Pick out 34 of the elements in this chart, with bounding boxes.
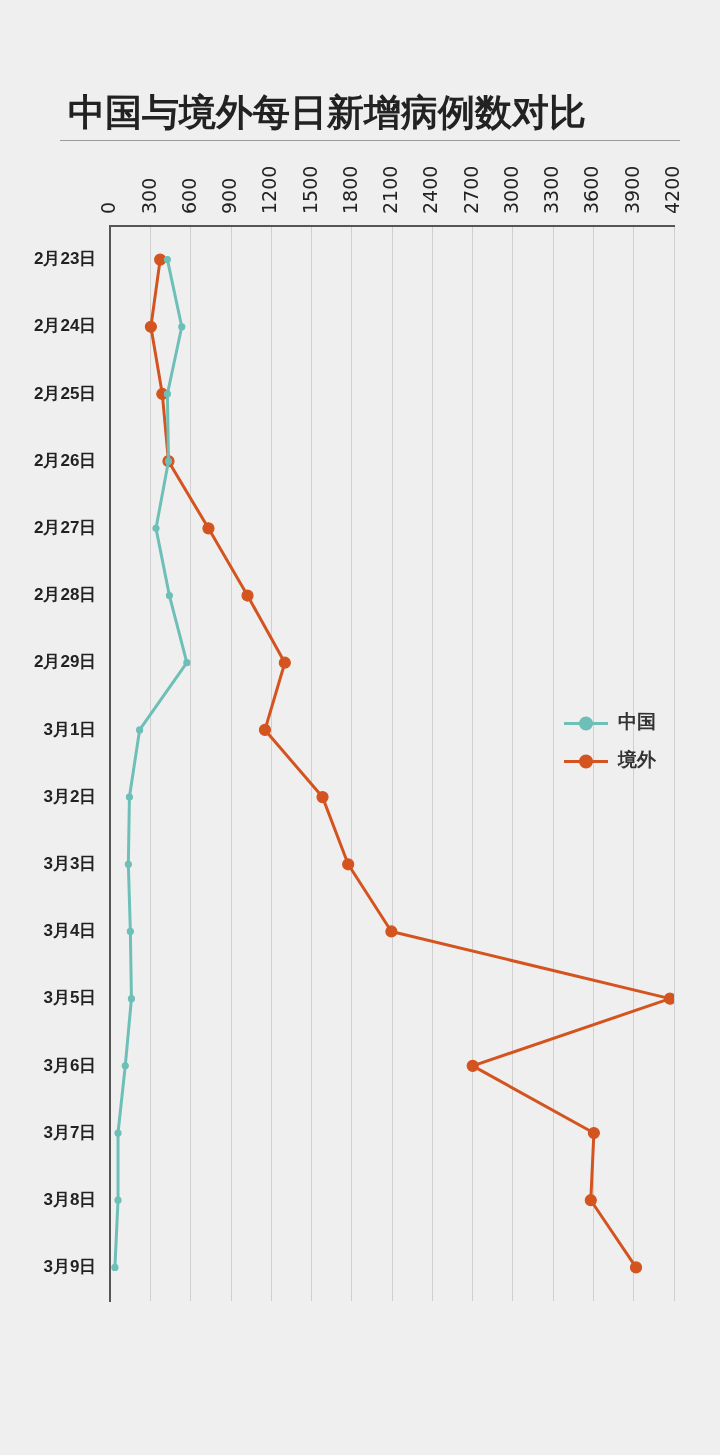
x-tick-label: 300 [137, 177, 160, 214]
chart-title: 中国与境外每日新增病例数对比 [67, 90, 587, 136]
y-tick-label: 3月8日 [43, 1189, 97, 1209]
y-tick-label: 3月9日 [43, 1257, 97, 1277]
x-tick-label: 600 [177, 177, 200, 214]
y-tick-label: 2月29日 [33, 652, 97, 672]
y-tick-label: 3月2日 [43, 786, 97, 806]
x-tick-label: 900 [218, 177, 241, 214]
x-tick-label: 1800 [338, 165, 361, 214]
legend-label: 中国 [618, 710, 656, 733]
x-tick-label: 2100 [379, 165, 402, 214]
x-tick-label: 1500 [298, 165, 321, 214]
x-tick-label: 1200 [258, 165, 281, 214]
y-tick-label: 2月25日 [33, 383, 97, 403]
y-tick-label: 3月3日 [43, 853, 97, 873]
y-tick-label: 2月28日 [33, 585, 97, 605]
y-tick-label: 3月1日 [43, 719, 97, 739]
legend-label: 境外 [617, 748, 657, 771]
y-tick-label: 3月7日 [43, 1122, 97, 1142]
y-tick-label: 2月27日 [33, 518, 97, 538]
y-tick-label: 3月5日 [43, 988, 97, 1008]
y-tick-label: 2月26日 [33, 450, 97, 470]
x-tick-label: 3300 [540, 165, 563, 214]
y-tick-label: 2月24日 [33, 316, 97, 336]
x-tick-label: 2400 [419, 165, 442, 214]
x-tick-label: 4200 [660, 165, 683, 214]
x-tick-label: 0 [97, 201, 120, 214]
x-tick-label: 3900 [620, 165, 643, 214]
x-tick-label: 3000 [499, 165, 522, 214]
y-tick-label: 2月23日 [33, 249, 97, 269]
y-tick-label: 3月4日 [43, 921, 97, 941]
x-tick-label: 3600 [580, 165, 603, 214]
x-tick-label: 2700 [459, 165, 482, 214]
y-tick-label: 3月6日 [43, 1055, 97, 1075]
